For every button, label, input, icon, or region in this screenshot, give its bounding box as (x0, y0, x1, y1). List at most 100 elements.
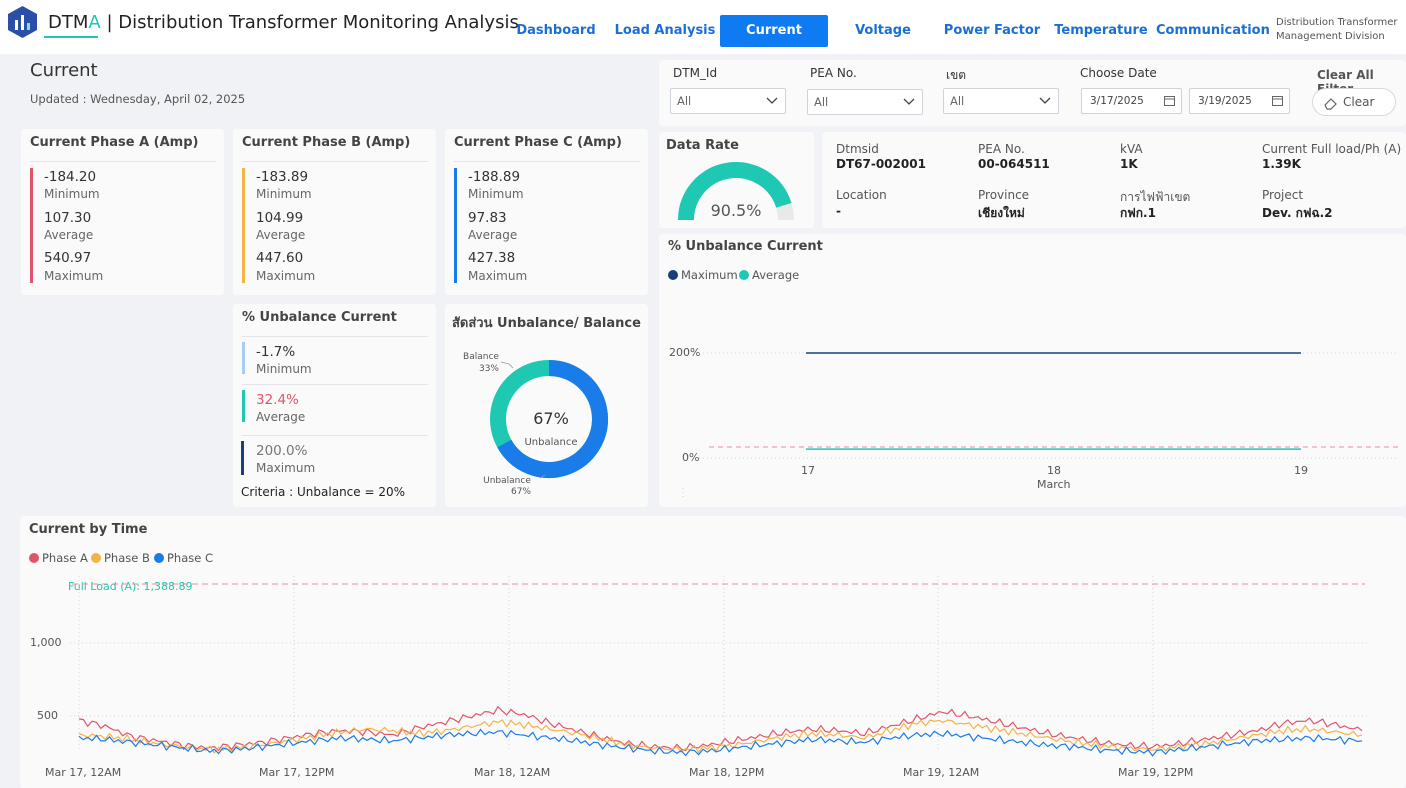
calendar-icon (1272, 96, 1283, 106)
legend-dot (668, 270, 678, 280)
chevron-down-icon (1039, 97, 1051, 104)
nav-power-factor[interactable]: Power Factor (943, 23, 1041, 38)
phase-c-avg-label: Average (468, 228, 518, 242)
unbalance-avg-value: 32.4% (256, 392, 299, 408)
unbalance-chart-title: % Unbalance Current (668, 239, 823, 254)
updated-date: Updated : Wednesday, April 02, 2025 (30, 92, 246, 106)
legend-maximum[interactable]: Maximum (668, 268, 738, 282)
pea-filter-select[interactable]: All (807, 89, 923, 115)
legend-phase-b-label: Phase B (104, 551, 150, 565)
date-to-value: 3/19/2025 (1198, 95, 1252, 107)
dtmsid-label: Dtmsid (836, 142, 879, 156)
clear-button-label: Clear (1343, 95, 1375, 109)
location-label: Location (836, 188, 887, 202)
x-tick-mar18-12pm: Mar 18, 12PM (689, 766, 765, 779)
donut-center-label: Unbalance (524, 437, 577, 448)
pea-no-value: 00-064511 (978, 157, 1050, 171)
dtma-logo-icon (8, 6, 37, 38)
phase-b-color-bar (242, 168, 245, 283)
phase-b-max-label: Maximum (256, 269, 316, 283)
data-rate-gauge: 90.5% (678, 162, 794, 221)
zone-filter-value: All (950, 94, 965, 108)
max-indicator-bar (241, 441, 244, 475)
clear-button[interactable]: Clear (1312, 88, 1396, 116)
y-tick-200: 200% (669, 346, 701, 359)
legend-dot (91, 553, 101, 563)
balance-pct: 33% (479, 364, 499, 374)
nav-communication[interactable]: Communication (1156, 23, 1270, 38)
donut-unbalance-slice (497, 360, 608, 478)
balance-label: Balance (463, 352, 499, 362)
dtm-filter-label: DTM_Id (673, 66, 718, 80)
zone-filter-select[interactable]: All (943, 88, 1059, 114)
top-header: DTMA | Distribution Transformer Monitori… (0, 0, 1406, 54)
dtm-filter-value: All (677, 94, 692, 108)
x-tick-mar18-12am: Mar 18, 12AM (474, 766, 551, 779)
unbalance-avg-label: Average (256, 410, 306, 424)
phase-b-max-value: 447.60 (256, 250, 304, 266)
kva-label: kVA (1120, 142, 1143, 156)
phase-c-color-bar (454, 168, 457, 283)
legend-phase-c[interactable]: Phase C (154, 551, 213, 565)
phase-c-min-label: Minimum (468, 187, 524, 201)
current-phase-b-card (233, 129, 436, 295)
brand-title: DTMA | Distribution Transformer Monitori… (48, 12, 519, 33)
y-tick-1000: 1,000 (30, 636, 62, 649)
phase-c-title: Current Phase C (Amp) (454, 135, 622, 150)
pea-filter-label: PEA No. (810, 66, 857, 80)
phase-b-avg-value: 104.99 (256, 210, 304, 226)
phase-b-avg-label: Average (256, 228, 306, 242)
legend-phase-b[interactable]: Phase B (91, 551, 150, 565)
phase-a-avg-value: 107.30 (44, 210, 92, 226)
unbalance-stats-card (233, 304, 436, 507)
full-load-label: Current Full load/Ph (A) (1262, 142, 1402, 156)
nav-temperature[interactable]: Temperature (1054, 23, 1148, 38)
nav-voltage[interactable]: Voltage (855, 23, 911, 38)
office-value: กฟก.1 (1120, 206, 1156, 220)
org-line-2: Management Division (1276, 31, 1385, 42)
current-phase-c-card (445, 129, 648, 295)
page-title: Current (30, 60, 98, 81)
org-line-1: Distribution Transformer (1276, 17, 1398, 28)
current-line-chart (70, 576, 1370, 757)
legend-phase-a[interactable]: Phase A (29, 551, 88, 565)
ratio-card-title: สัดส่วน Unbalance/ Balance (452, 316, 641, 331)
org-name: Distribution Transformer Management Divi… (1276, 16, 1404, 44)
phase-b-min-value: -183.89 (256, 169, 309, 185)
chevron-down-icon (903, 98, 915, 105)
phase-c-avg-value: 97.83 (468, 210, 507, 226)
nav-current[interactable]: Current (720, 15, 828, 47)
data-rate-value: 90.5% (711, 201, 762, 220)
date-from-input[interactable]: 3/17/2025 (1081, 88, 1182, 114)
calendar-icon (1164, 96, 1175, 106)
date-from-value: 3/17/2025 (1090, 95, 1144, 107)
divider (242, 161, 428, 162)
leader-line (500, 361, 514, 369)
pea-no-label: PEA No. (978, 142, 1025, 156)
phase-a-min-label: Minimum (44, 187, 100, 201)
divider (242, 384, 428, 385)
unbalance-label: Unbalance (483, 476, 531, 486)
legend-average[interactable]: Average (739, 268, 799, 282)
data-rate-title: Data Rate (666, 138, 739, 153)
y-tick-0: 0% (682, 451, 700, 464)
y-tick-500: 500 (37, 709, 58, 722)
nav-load-analysis[interactable]: Load Analysis (614, 23, 716, 38)
unbalance-max-value: 200.0% (256, 443, 308, 459)
x-tick-17: 17 (801, 464, 815, 477)
phase-c-max-value: 427.38 (468, 250, 516, 266)
avg-indicator-bar (242, 390, 245, 422)
gauge-fill (678, 162, 792, 221)
current-phase-a-card (21, 129, 224, 295)
date-to-input[interactable]: 3/19/2025 (1189, 88, 1290, 114)
divider (30, 161, 216, 162)
unbalance-stats-title: % Unbalance Current (242, 310, 397, 325)
x-tick-mar19-12am: Mar 19, 12AM (903, 766, 980, 779)
location-value: - (836, 204, 841, 218)
phase-c-min-value: -188.89 (468, 169, 521, 185)
nav-dashboard[interactable]: Dashboard (516, 23, 596, 38)
date-filter-label: Choose Date (1080, 66, 1157, 80)
unbalance-chart-card (659, 234, 1406, 507)
dtm-filter-select[interactable]: All (670, 88, 786, 114)
eraser-icon (1324, 98, 1337, 110)
